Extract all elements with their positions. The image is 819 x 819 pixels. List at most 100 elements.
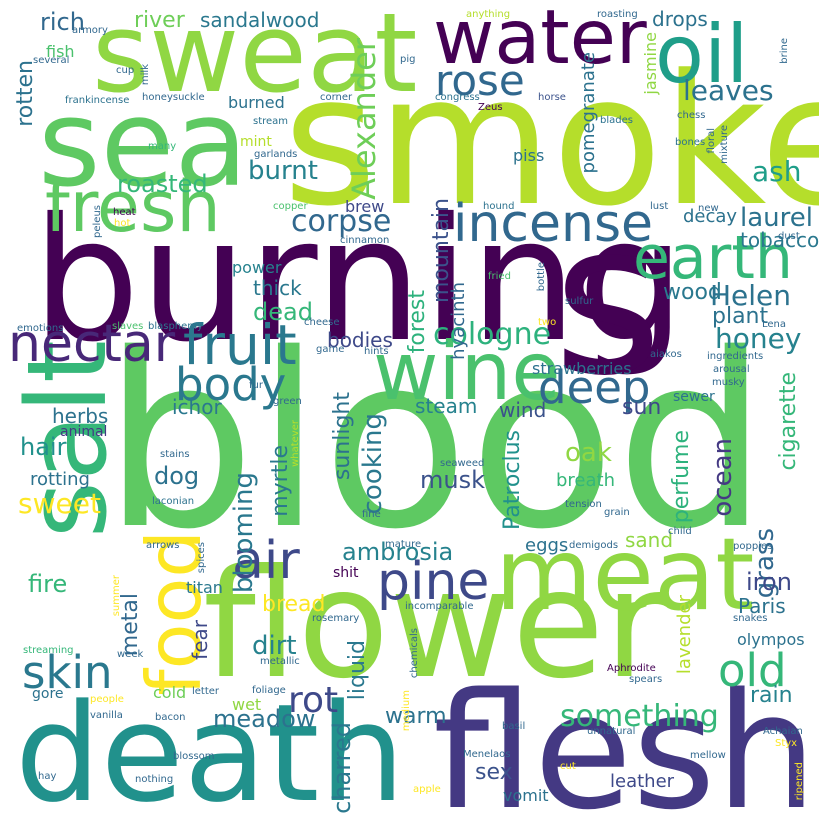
word-musky: musky bbox=[712, 377, 745, 388]
word-sand: sand bbox=[625, 528, 674, 552]
word-stream: stream bbox=[253, 116, 289, 127]
word-seaweed: seaweed bbox=[440, 458, 485, 469]
word-animal: animal bbox=[60, 424, 108, 440]
word-arrows: arrows bbox=[146, 540, 180, 551]
word-blood: blood bbox=[103, 302, 769, 582]
word-cup: cup bbox=[116, 65, 135, 76]
word-laurel: laurel bbox=[740, 203, 813, 233]
word-sulfur: sulfur bbox=[565, 296, 594, 307]
word-earth: earth bbox=[633, 223, 793, 293]
word-roasting: roasting bbox=[597, 9, 638, 20]
word-cinnamon: cinnamon bbox=[340, 235, 390, 246]
word-tension: tension bbox=[565, 499, 602, 510]
word-Menelaos: Menelaos bbox=[463, 749, 511, 760]
word-sandalwood: sandalwood bbox=[200, 8, 320, 32]
word-herbs: herbs bbox=[52, 404, 109, 428]
word-fresh: fresh bbox=[45, 166, 221, 248]
word-sweat: sweat bbox=[92, 0, 418, 117]
word-myrtle: myrtle bbox=[268, 445, 293, 517]
word-meat: meat bbox=[495, 516, 755, 633]
word-ocean: ocean bbox=[708, 438, 738, 517]
word-week: week bbox=[117, 649, 144, 660]
word-hot: hot bbox=[114, 218, 131, 229]
word-Zeus: Zeus bbox=[478, 102, 503, 113]
word-peleus: peleus bbox=[92, 205, 103, 238]
word-oil: oil bbox=[655, 8, 749, 101]
word-sea: sea bbox=[38, 75, 248, 214]
word-Alexander: Alexander bbox=[345, 38, 383, 200]
word-decay: decay bbox=[683, 206, 738, 227]
word-tobacco: tobacco bbox=[740, 228, 819, 252]
word-roasted: roasted bbox=[117, 170, 208, 198]
word-piss: piss bbox=[513, 146, 545, 165]
word-liquid: liquid bbox=[345, 640, 370, 701]
word-frankincense: frankincense bbox=[65, 95, 130, 106]
word-fruit: fruit bbox=[183, 313, 297, 377]
word-olympos: olympos bbox=[737, 630, 805, 649]
word-mature: mature bbox=[385, 539, 422, 550]
word-cheese: cheese bbox=[304, 317, 340, 328]
word-stains: stains bbox=[160, 449, 190, 460]
word-wine: wine bbox=[373, 325, 561, 418]
word-congress: congress bbox=[435, 92, 480, 103]
word-hair: hair bbox=[20, 433, 67, 461]
word-fire: fire bbox=[28, 570, 68, 598]
word-metallic: metallic bbox=[260, 656, 300, 667]
word-many: many bbox=[148, 141, 177, 152]
word-gore: gore bbox=[32, 686, 64, 702]
word-bread: bread bbox=[262, 592, 326, 617]
word-bones: bones bbox=[675, 137, 706, 148]
word-Styx: Styx bbox=[775, 738, 798, 749]
word-hay: hay bbox=[38, 771, 57, 782]
word-cooking: cooking bbox=[358, 413, 388, 515]
word-meadow: meadow bbox=[213, 705, 316, 733]
word-smoke: smoke bbox=[283, 37, 819, 246]
word-unnatural: unnatural bbox=[587, 726, 636, 737]
word-dog: dog bbox=[154, 462, 200, 490]
word-fried: fried bbox=[488, 271, 511, 282]
word-iron: iron bbox=[746, 568, 792, 596]
word-brine: brine bbox=[779, 38, 790, 64]
word-dead: dead bbox=[253, 298, 313, 326]
word-dust: dust bbox=[778, 231, 800, 242]
word-foliage: foliage bbox=[252, 685, 286, 696]
word-burned: burned bbox=[228, 93, 285, 112]
word-bacon: bacon bbox=[155, 712, 186, 723]
word-body: body bbox=[175, 358, 287, 411]
word-blooming: blooming bbox=[229, 472, 259, 594]
word-nectar: nectar bbox=[8, 314, 176, 374]
word-corpse: corpse bbox=[291, 204, 392, 239]
word-mellow: mellow bbox=[690, 750, 726, 761]
word-pomegranate: pomegranate bbox=[578, 52, 599, 174]
word-breath: breath bbox=[556, 470, 616, 491]
word-anything: anything bbox=[466, 9, 511, 20]
word-apple: apple bbox=[413, 784, 441, 795]
word-something: something bbox=[560, 699, 719, 734]
word-whatever: whatever bbox=[290, 420, 301, 467]
word-fur: fur bbox=[249, 380, 263, 391]
word-lust: lust bbox=[650, 201, 669, 212]
word-pig: pig bbox=[400, 54, 416, 65]
word-basil: basil bbox=[502, 721, 526, 732]
word-demigods: demigods bbox=[569, 540, 619, 551]
word-chemicals: chemicals bbox=[409, 628, 420, 679]
word-cut: cut bbox=[560, 761, 576, 772]
word-river: river bbox=[134, 8, 185, 33]
word-oak: oak bbox=[565, 438, 612, 468]
word-garlands: garlands bbox=[254, 149, 298, 160]
word-arousal: arousal bbox=[713, 364, 750, 375]
word-rotting: rotting bbox=[30, 469, 90, 490]
word-skin: skin bbox=[22, 646, 113, 699]
word-new: new bbox=[698, 203, 719, 214]
word-grain: grain bbox=[604, 507, 630, 518]
word-sweet: sweet bbox=[18, 487, 101, 520]
word-deep: deep bbox=[538, 361, 651, 414]
word-ash: ash bbox=[752, 155, 802, 188]
word-two: two bbox=[538, 317, 557, 328]
word-sunlight: sunlight bbox=[330, 392, 355, 481]
word-blossom: blossom bbox=[173, 751, 215, 762]
word-letter: letter bbox=[192, 686, 220, 697]
word-s: s bbox=[553, 177, 663, 422]
word-several: several bbox=[33, 55, 70, 66]
